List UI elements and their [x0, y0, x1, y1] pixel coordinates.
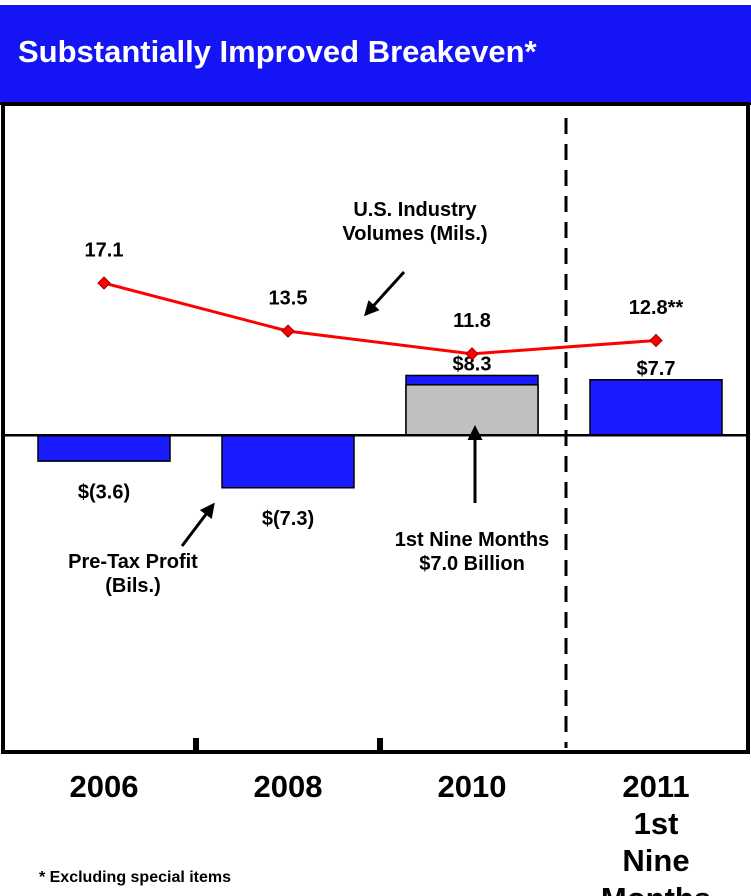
bar	[589, 379, 723, 436]
x-tick-label: 2006	[69, 769, 139, 804]
data-label: $7.7	[637, 358, 676, 380]
annotation: Pre-Tax Profit (Bils.)	[68, 551, 198, 597]
arrow	[363, 270, 406, 317]
plot-frame	[1, 102, 750, 754]
data-label: 17.1	[85, 239, 124, 261]
data-label: $(3.6)	[78, 481, 130, 503]
annotation: U.S. Industry Volumes (Mils.)	[342, 199, 488, 245]
line	[103, 281, 657, 356]
bar	[221, 434, 355, 489]
chart-title: Substantially Improved Breakeven*	[18, 34, 537, 69]
data-label: $(7.3)	[262, 508, 314, 530]
bar	[405, 384, 539, 436]
data-label: 12.8**	[629, 297, 684, 319]
x-tick-label: 2010	[437, 769, 507, 804]
x-tick-label: 2011 1st Nine Months	[601, 769, 711, 896]
data-label: $8.3	[453, 354, 492, 376]
marker	[465, 347, 479, 361]
data-label: 13.5	[269, 287, 308, 309]
marker	[649, 333, 663, 348]
arrow	[180, 502, 215, 547]
bar	[37, 434, 171, 462]
data-label: 11.8	[453, 310, 491, 332]
footnote: * Excluding special items	[38, 869, 232, 886]
x-tick-label: 2008	[253, 769, 323, 804]
marker	[281, 324, 295, 338]
marker	[97, 276, 111, 290]
annotation: 1st Nine Months $7.0 Billion	[394, 529, 550, 575]
